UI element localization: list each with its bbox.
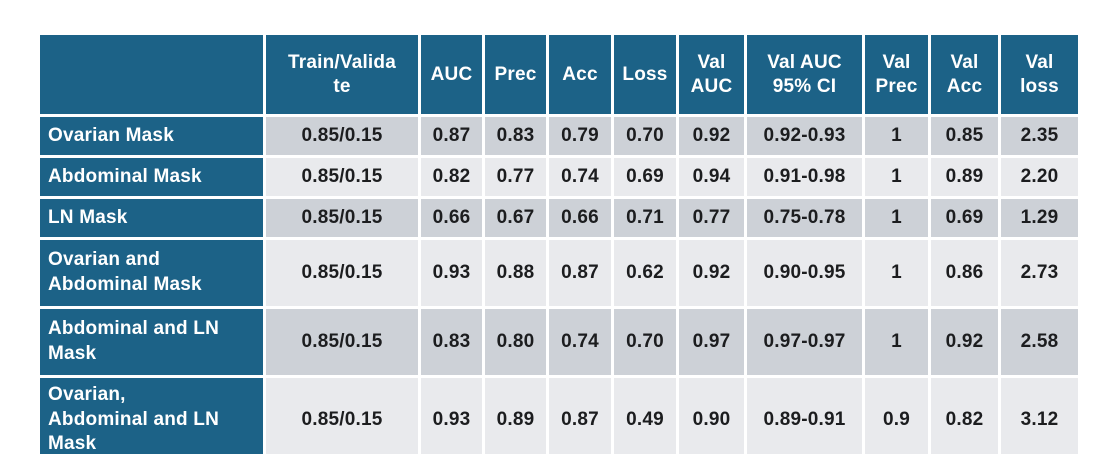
metric-cell: 0.88: [485, 240, 546, 306]
row-label: LN Mask: [40, 199, 263, 237]
metric-cell: 0.74: [549, 309, 611, 375]
metric-cell: 2.58: [1001, 309, 1078, 375]
metric-cell: 0.93: [421, 378, 482, 454]
metric-cell: 0.89-0.91: [747, 378, 862, 454]
metric-cell: 0.71: [614, 199, 676, 237]
metric-cell: 2.73: [1001, 240, 1078, 306]
metric-cell: 0.85/0.15: [266, 240, 418, 306]
metric-cell: 0.66: [421, 199, 482, 237]
metric-cell: 0.82: [421, 158, 482, 196]
metric-cell: 1.29: [1001, 199, 1078, 237]
column-header-val-prec: Val Prec: [865, 35, 928, 114]
table-row-abdominal-mask: Abdominal Mask 0.85/0.15 0.82 0.77 0.74 …: [40, 158, 1078, 196]
metric-cell: 1: [865, 240, 928, 306]
metric-cell: 0.85/0.15: [266, 199, 418, 237]
metric-cell: 0.69: [614, 158, 676, 196]
metric-cell: 1: [865, 199, 928, 237]
metric-cell: 0.82: [931, 378, 998, 454]
metric-cell: 0.83: [485, 117, 546, 155]
metric-cell: 0.90: [679, 378, 744, 454]
metric-cell: 0.70: [614, 309, 676, 375]
column-header-prec: Prec: [485, 35, 546, 114]
metric-cell: 0.67: [485, 199, 546, 237]
table-row-ovarian-abdominal-and-ln-mask: Ovarian, Abdominal and LN Mask 0.85/0.15…: [40, 378, 1078, 454]
metric-cell: 0.91-0.98: [747, 158, 862, 196]
metric-cell: 0.80: [485, 309, 546, 375]
metric-cell: 0.97: [679, 309, 744, 375]
metric-cell: 0.94: [679, 158, 744, 196]
metric-cell: 0.89: [485, 378, 546, 454]
metric-cell: 0.87: [421, 117, 482, 155]
header-row: Train/Valida te AUC Prec Acc Loss Val AU…: [40, 35, 1078, 114]
metric-cell: 0.69: [931, 199, 998, 237]
metric-cell: 0.77: [679, 199, 744, 237]
metrics-table: Train/Valida te AUC Prec Acc Loss Val AU…: [37, 32, 1081, 454]
metric-cell: 0.90-0.95: [747, 240, 862, 306]
metric-cell: 0.89: [931, 158, 998, 196]
metric-cell: 0.79: [549, 117, 611, 155]
metric-cell: 0.92: [931, 309, 998, 375]
column-header-val-loss: Val loss: [1001, 35, 1078, 114]
metric-cell: 2.20: [1001, 158, 1078, 196]
table-row-ln-mask: LN Mask 0.85/0.15 0.66 0.67 0.66 0.71 0.…: [40, 199, 1078, 237]
metric-cell: 2.35: [1001, 117, 1078, 155]
row-label: Ovarian, Abdominal and LN Mask: [40, 378, 263, 454]
metric-cell: 0.93: [421, 240, 482, 306]
metric-cell: 0.49: [614, 378, 676, 454]
metric-cell: 0.9: [865, 378, 928, 454]
column-header-auc: AUC: [421, 35, 482, 114]
column-header-acc: Acc: [549, 35, 611, 114]
column-header-val-auc: Val AUC: [679, 35, 744, 114]
metric-cell: 0.97-0.97: [747, 309, 862, 375]
metric-cell: 0.77: [485, 158, 546, 196]
column-header-train-validate: Train/Valida te: [266, 35, 418, 114]
metric-cell: 0.62: [614, 240, 676, 306]
metric-cell: 1: [865, 309, 928, 375]
column-header-loss: Loss: [614, 35, 676, 114]
metric-cell: 0.87: [549, 378, 611, 454]
metric-cell: 0.85/0.15: [266, 117, 418, 155]
metric-cell: 0.86: [931, 240, 998, 306]
metric-cell: 0.92: [679, 117, 744, 155]
metric-cell: 0.75-0.78: [747, 199, 862, 237]
row-label: Ovarian and Abdominal Mask: [40, 240, 263, 306]
row-label: Abdominal Mask: [40, 158, 263, 196]
metric-cell: 0.85/0.15: [266, 309, 418, 375]
table-row-ovarian-mask: Ovarian Mask 0.85/0.15 0.87 0.83 0.79 0.…: [40, 117, 1078, 155]
metric-cell: 0.85/0.15: [266, 378, 418, 454]
column-header-val-acc: Val Acc: [931, 35, 998, 114]
metric-cell: 0.83: [421, 309, 482, 375]
metric-cell: 0.85: [931, 117, 998, 155]
metric-cell: 0.74: [549, 158, 611, 196]
metric-cell: 1: [865, 117, 928, 155]
metric-cell: 0.87: [549, 240, 611, 306]
metric-cell: 3.12: [1001, 378, 1078, 454]
column-header-val-auc-ci: Val AUC 95% CI: [747, 35, 862, 114]
row-label: Ovarian Mask: [40, 117, 263, 155]
metric-cell: 0.66: [549, 199, 611, 237]
corner-cell: [40, 35, 263, 114]
table-row-abdominal-and-ln-mask: Abdominal and LN Mask 0.85/0.15 0.83 0.8…: [40, 309, 1078, 375]
metric-cell: 0.70: [614, 117, 676, 155]
metric-cell: 0.92: [679, 240, 744, 306]
metric-cell: 1: [865, 158, 928, 196]
metric-cell: 0.92-0.93: [747, 117, 862, 155]
table-row-ovarian-and-abdominal-mask: Ovarian and Abdominal Mask 0.85/0.15 0.9…: [40, 240, 1078, 306]
row-label: Abdominal and LN Mask: [40, 309, 263, 375]
metric-cell: 0.85/0.15: [266, 158, 418, 196]
